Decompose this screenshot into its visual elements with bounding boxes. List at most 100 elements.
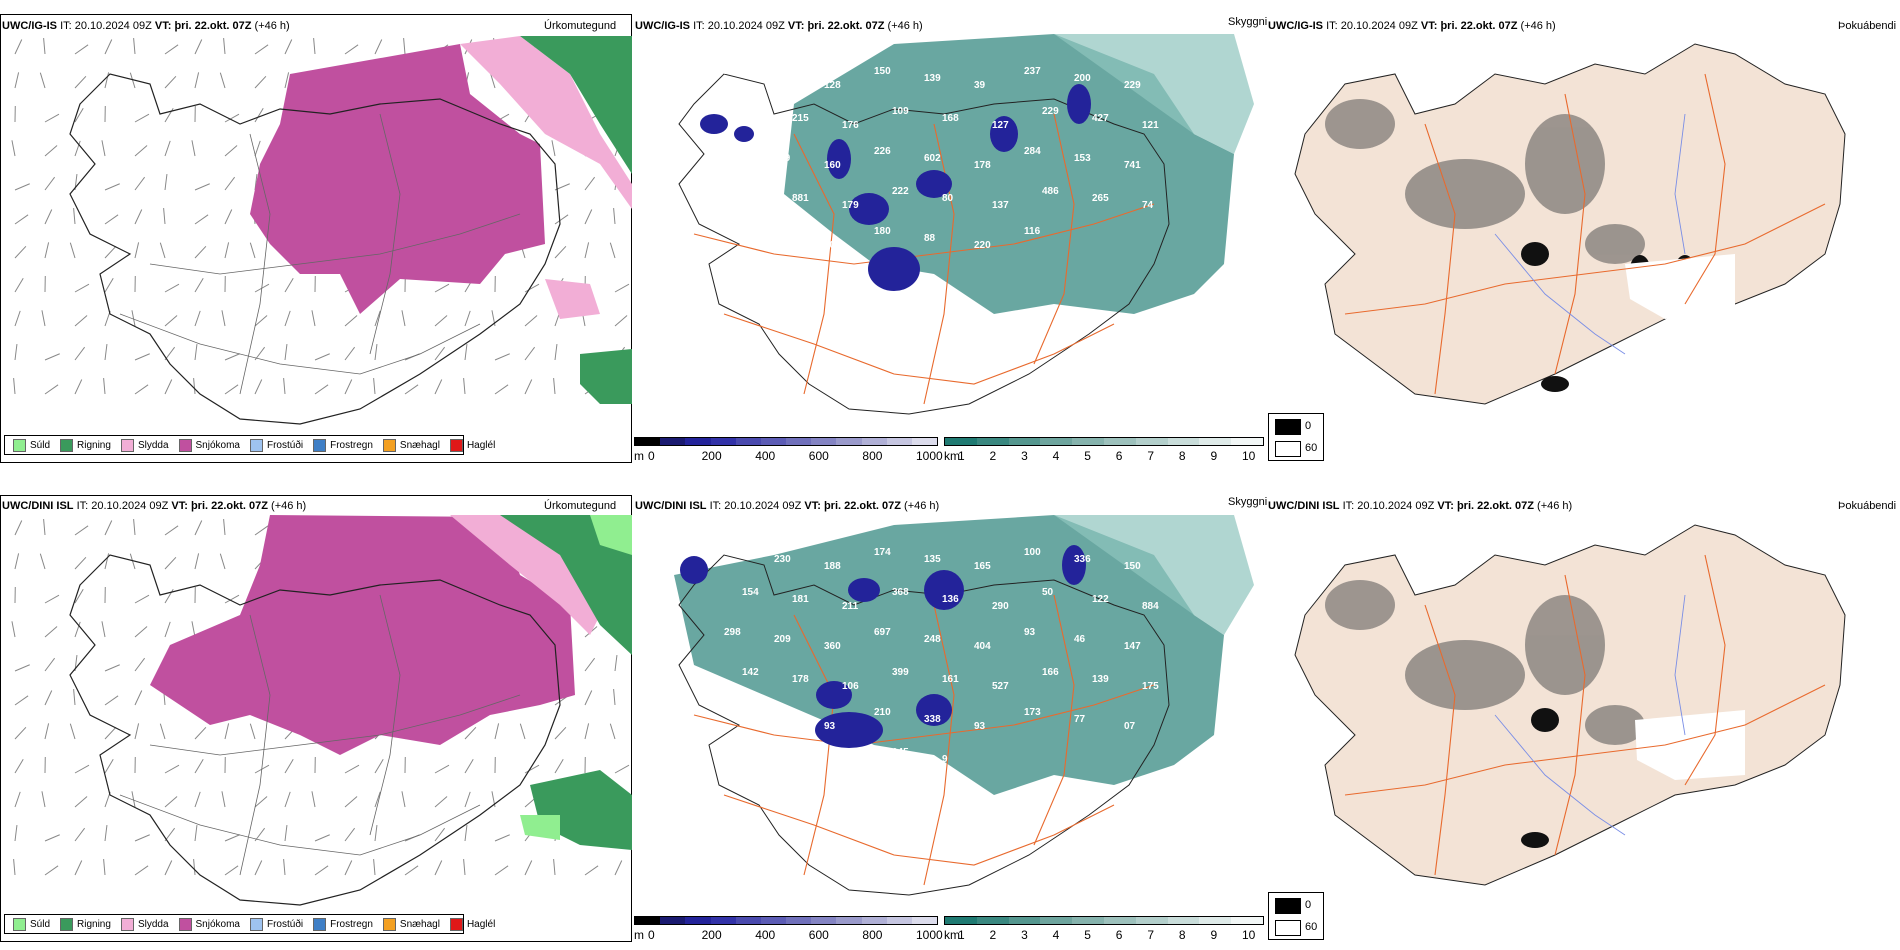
wind-barb bbox=[13, 378, 16, 395]
cloud-base-label: 152 bbox=[742, 186, 759, 197]
sleet-area bbox=[450, 515, 600, 635]
visibility-colorbar-row1: km 1 2 3 4 5 6 7 8 9 10 bbox=[944, 437, 1264, 463]
wind-barb bbox=[73, 689, 76, 706]
colorbar-tick: 200 bbox=[701, 928, 722, 942]
legend-swatch bbox=[120, 917, 134, 931]
colorbar-tick: 6 bbox=[1115, 449, 1123, 463]
cloud-base-label: 68 bbox=[792, 754, 804, 765]
wind-barb bbox=[284, 759, 294, 774]
legend-item: Snæhagl bbox=[382, 438, 440, 452]
cloud-base-label: 153 bbox=[1074, 153, 1091, 164]
iceland-outline bbox=[69, 73, 561, 425]
wind-barb bbox=[194, 344, 198, 361]
wind-barb bbox=[101, 140, 106, 157]
wind-barb bbox=[553, 378, 556, 395]
wind-barb bbox=[614, 655, 618, 672]
colorbar-segment bbox=[1072, 917, 1104, 924]
wind-barb bbox=[464, 310, 471, 327]
precip-panel-row1 bbox=[0, 14, 632, 463]
wind-barb bbox=[44, 657, 56, 672]
colorbar-segment bbox=[836, 917, 862, 924]
wind-barb bbox=[159, 242, 166, 259]
colorbar-segment bbox=[760, 438, 787, 445]
cloud-base-label: 349 bbox=[774, 714, 791, 725]
colorbar-segment bbox=[735, 917, 761, 924]
cloud-base-label: 368 bbox=[892, 587, 909, 598]
wind-barb bbox=[311, 791, 316, 808]
cloud-base-label: 168 bbox=[942, 113, 959, 124]
wind-barb bbox=[254, 796, 268, 808]
iceland-outline bbox=[678, 73, 1170, 415]
fog-key-light bbox=[1275, 441, 1301, 457]
wind-barb bbox=[221, 310, 226, 327]
colorbar-tick: 600 bbox=[808, 449, 829, 463]
colorbar-tick: 1000 bbox=[916, 928, 943, 942]
wind-barb bbox=[249, 242, 256, 259]
road-network bbox=[693, 113, 1155, 405]
legend-label: Slydda bbox=[137, 918, 169, 930]
fog-shading bbox=[1325, 99, 1645, 264]
wind-barb bbox=[219, 553, 226, 570]
cloud-base-label: 181 bbox=[792, 594, 809, 605]
wind-barb bbox=[74, 621, 81, 638]
cloud-base-label: 116 bbox=[1024, 226, 1041, 237]
wind-barb bbox=[254, 379, 263, 395]
wind-barb bbox=[193, 378, 196, 395]
wind-barb bbox=[313, 38, 316, 55]
visibility-colorbar-row2: km 1 2 3 4 5 6 7 8 9 10 bbox=[944, 916, 1264, 942]
cloud-base-label: 136 bbox=[942, 594, 959, 605]
precip-header-row1: UWC/IG-IS IT: 20.10.2024 09Z VT: þri. 22… bbox=[2, 20, 290, 32]
legend-swatch bbox=[120, 438, 134, 452]
wind-barb bbox=[74, 283, 90, 293]
legend-item: Snæhagl bbox=[382, 917, 440, 931]
wind-barb bbox=[44, 176, 56, 191]
colorbar-strip bbox=[944, 437, 1264, 446]
rain-area-se bbox=[530, 770, 632, 850]
wind-barb bbox=[44, 626, 58, 638]
wind-barb bbox=[14, 39, 23, 55]
wind-barb bbox=[249, 723, 256, 740]
wind-barb bbox=[74, 796, 88, 808]
cloud-base-label: 248 bbox=[742, 747, 759, 758]
wind-barb bbox=[224, 209, 233, 225]
wind-barb bbox=[164, 75, 177, 89]
cloud-base-colorbar-row1: m 0 200 400 600 800 1000 bbox=[634, 437, 943, 463]
legend-label: Súld bbox=[30, 918, 51, 930]
wind-barb bbox=[14, 664, 30, 672]
colorbar-segment bbox=[911, 438, 938, 445]
it-label: IT: bbox=[60, 20, 72, 32]
legend-item: Frostúði bbox=[249, 917, 303, 931]
wind-barb bbox=[74, 589, 84, 604]
wind-barb bbox=[164, 140, 171, 157]
colorbar-segment bbox=[635, 917, 661, 924]
model-name: UWC/IG-IS bbox=[2, 20, 57, 32]
it-label: IT: bbox=[693, 20, 705, 32]
wind-barb bbox=[134, 353, 150, 361]
wind-barb bbox=[551, 140, 556, 157]
wind-barb bbox=[519, 723, 526, 740]
wind-barb bbox=[254, 75, 267, 89]
wind-barb bbox=[311, 310, 316, 327]
cloud-map-svg: 990 230 188 174 135 165 100 336 150 154 181 211 368 1… bbox=[674, 515, 1254, 896]
wind-barb bbox=[11, 621, 16, 638]
wind-barb bbox=[344, 315, 358, 327]
wind-barb bbox=[494, 723, 500, 740]
wind-barb bbox=[614, 315, 628, 327]
wind-barb bbox=[44, 113, 60, 123]
colorbar-tick: 400 bbox=[755, 449, 776, 463]
iceland-outline bbox=[69, 554, 561, 906]
colorbar-tick: 400 bbox=[755, 928, 776, 942]
legend-item: Frostúði bbox=[249, 438, 303, 452]
cloud-base-label: 336 bbox=[1074, 554, 1091, 565]
colorbar-segment bbox=[786, 438, 812, 445]
wind-barb bbox=[224, 834, 240, 842]
wind-barb bbox=[314, 353, 330, 361]
fog-key-light-label: 60 bbox=[1305, 442, 1318, 454]
wind-barb bbox=[134, 176, 146, 191]
cloud-base-label: 990 bbox=[724, 547, 741, 558]
wind-barb bbox=[554, 759, 564, 774]
wind-barb bbox=[74, 346, 86, 361]
cloud-base-blobs bbox=[680, 545, 1086, 748]
cloud-base-label: 697 bbox=[874, 627, 891, 638]
precip-legend-row1: Súld Rigning Slydda Snjókoma Frostúði Frostre… bbox=[4, 435, 495, 455]
